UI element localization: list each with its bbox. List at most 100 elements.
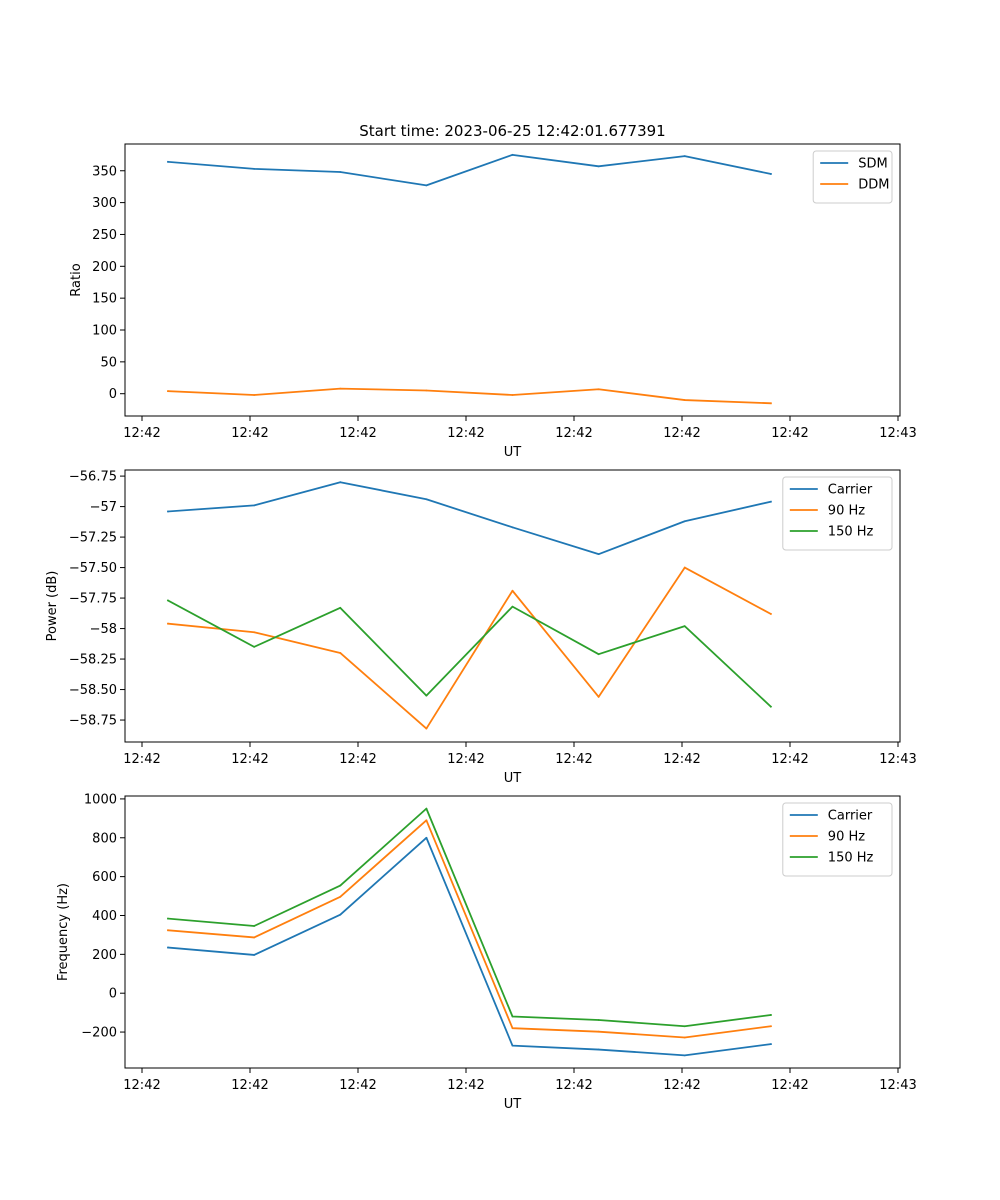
data-point (597, 1030, 600, 1033)
data-point (769, 402, 772, 405)
x-tick-label: 12:42 (123, 426, 160, 441)
data-point (683, 1036, 686, 1039)
data-point (339, 606, 342, 609)
data-point (597, 653, 600, 656)
y-tick-label: −58 (90, 622, 117, 637)
y-tick-label: 200 (92, 260, 117, 275)
legend: Carrier 90 Hz 150 Hz (782, 802, 893, 877)
x-tick-label: 12:42 (771, 752, 808, 767)
y-tick-label: 800 (92, 831, 117, 846)
x-tick-label: 12:42 (447, 752, 484, 767)
legend-label: SDM (858, 157, 887, 172)
data-point (683, 1025, 686, 1028)
data-point (253, 925, 256, 927)
y-tick-label: 200 (92, 948, 117, 963)
y-tick-label: −58.50 (69, 683, 117, 698)
x-tick-label: 12:42 (555, 752, 592, 767)
data-point (511, 394, 514, 396)
series-line-90-hz (167, 566, 773, 730)
data-point (769, 705, 772, 708)
x-axis-label: UT (504, 1097, 522, 1112)
x-tick-label: 12:43 (879, 1078, 916, 1093)
y-tick-label: −58.25 (69, 653, 117, 668)
legend: Carrier 90 Hz 150 Hz (782, 476, 893, 551)
x-tick-label: 12:42 (339, 752, 376, 767)
data-point (253, 645, 256, 648)
data-point (167, 390, 169, 393)
x-tick-label: 12:42 (447, 426, 484, 441)
data-point (167, 946, 169, 949)
legend: SDM DDM (812, 150, 893, 204)
series-line-ddm (167, 387, 772, 405)
data-point (683, 625, 686, 628)
data-point (769, 1014, 772, 1016)
legend-label: 90 Hz (828, 504, 865, 519)
data-point (425, 694, 428, 697)
data-point (511, 526, 514, 529)
x-tick-label: 12:42 (123, 752, 160, 767)
data-point (253, 504, 256, 507)
series-line-sdm (167, 153, 772, 187)
y-tick-label: 0 (109, 387, 117, 402)
y-tick-label: −200 (81, 1026, 117, 1041)
y-tick-label: 400 (92, 909, 117, 924)
axes-frame (124, 143, 901, 417)
data-point (425, 727, 428, 730)
y-tick-label: 150 (92, 292, 117, 307)
x-tick-label: 12:42 (555, 426, 592, 441)
legend-label: Carrier (828, 483, 873, 498)
y-tick-label: 600 (92, 870, 117, 885)
x-tick-label: 12:42 (123, 1078, 160, 1093)
data-point (511, 1044, 514, 1047)
data-point (425, 807, 428, 810)
data-point (769, 613, 772, 615)
series-line-carrier (167, 836, 772, 1057)
y-tick-label: 1000 (84, 792, 117, 807)
data-point (167, 599, 169, 602)
data-point (339, 171, 342, 173)
data-point (339, 387, 342, 390)
y-axis-label: Ratio (69, 263, 84, 296)
data-point (167, 622, 169, 625)
y-tick-label: −57.25 (69, 531, 117, 546)
data-point (597, 388, 600, 391)
legend-label: Carrier (828, 809, 873, 824)
x-tick-label: 12:42 (663, 426, 700, 441)
data-point (597, 1019, 600, 1021)
data-point (253, 954, 256, 956)
x-tick-label: 12:42 (231, 1078, 268, 1093)
data-point (511, 605, 514, 608)
legend-box (812, 150, 893, 204)
data-point (425, 184, 428, 187)
y-tick-label: −57.75 (69, 592, 117, 607)
series-line-90-hz (167, 819, 772, 1039)
x-tick-label: 12:42 (771, 1078, 808, 1093)
data-point (339, 895, 342, 898)
data-point (339, 913, 342, 916)
x-tick-label: 12:42 (339, 1078, 376, 1093)
data-point (339, 652, 342, 654)
x-tick-label: 12:42 (447, 1078, 484, 1093)
data-point (683, 566, 686, 569)
y-tick-label: 250 (92, 228, 117, 243)
legend-label: 150 Hz (828, 851, 874, 866)
x-tick-label: 12:42 (231, 752, 268, 767)
x-tick-label: 12:43 (879, 752, 916, 767)
series-line-carrier (167, 481, 772, 556)
legend-label: 150 Hz (828, 525, 874, 540)
data-point (425, 836, 428, 839)
data-point (511, 1015, 514, 1018)
data-point (167, 917, 169, 920)
x-tick-label: 12:42 (231, 426, 268, 441)
figure-title: Start time: 2023-06-25 12:42:01.677391 (359, 122, 665, 140)
axes-frame (124, 795, 901, 1069)
series-line-150-hz (166, 599, 773, 708)
data-point (253, 394, 256, 396)
data-point (597, 1048, 600, 1051)
data-point (167, 929, 169, 932)
y-tick-label: −57 (90, 500, 117, 515)
data-point (511, 153, 514, 156)
data-point (769, 1025, 772, 1028)
data-point (339, 481, 342, 484)
